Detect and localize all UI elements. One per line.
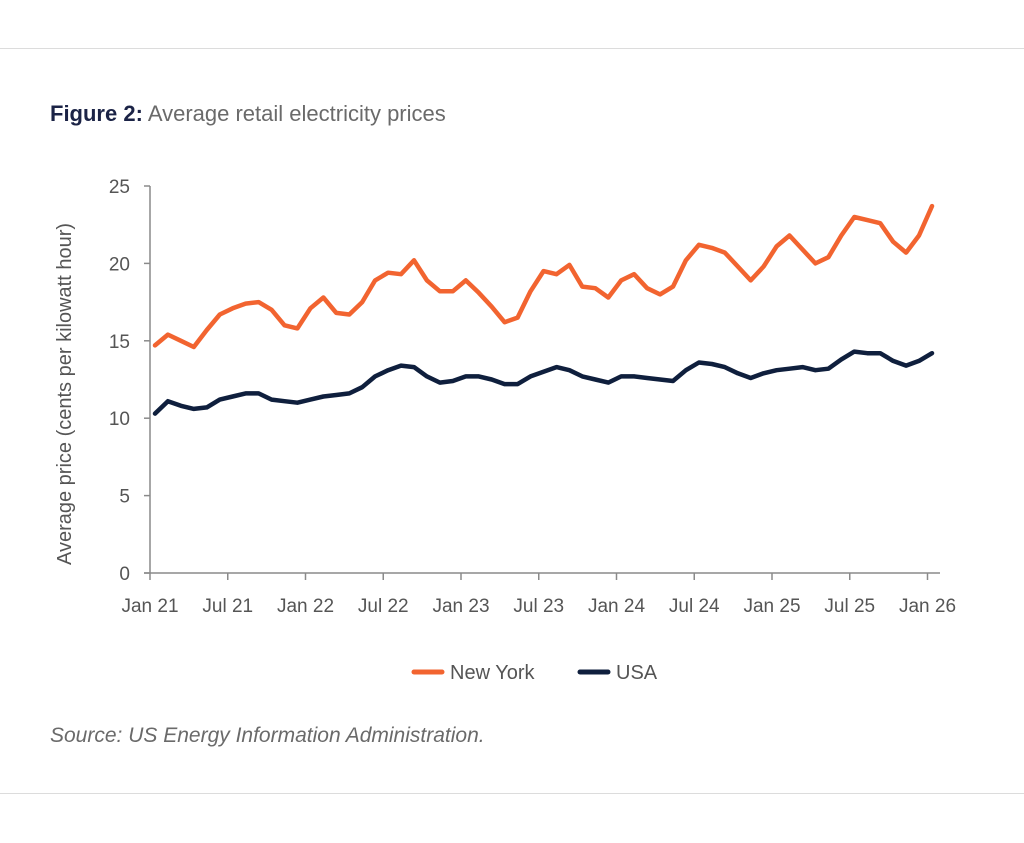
- y-tick-label: 5: [119, 487, 130, 508]
- y-tick-label: 0: [119, 564, 130, 585]
- legend-label: USA: [616, 662, 658, 684]
- figure-title: Figure 2: Average retail electricity pri…: [50, 101, 446, 127]
- figure-label: Figure 2:: [50, 101, 143, 126]
- x-tick-label: Jan 25: [743, 596, 800, 617]
- x-axis: Jan 21 Jul 21 Jan 22 Jul 22 Jan 23 Jul 23 Jan …: [121, 572, 956, 617]
- source-note: Source: US Energy Information Administra…: [50, 724, 485, 747]
- bottom-divider: [0, 793, 1024, 794]
- x-tick-label: Jul 21: [202, 596, 253, 617]
- x-tick-label: Jul 25: [824, 596, 875, 617]
- legend-item: USA: [577, 662, 658, 684]
- y-axis-title: Average price (cents per kilowatt hour): [54, 223, 76, 565]
- x-tick-label: Jan 24: [588, 596, 645, 617]
- y-tick-label: 20: [109, 254, 130, 275]
- legend-item: New York: [411, 662, 535, 684]
- y-tick-label: 25: [109, 177, 130, 198]
- y-axis: 0 5 10 15 20 25: [109, 177, 151, 585]
- x-tick-label: Jan 21: [121, 596, 178, 617]
- figure-title-text: Average retail electricity prices: [147, 101, 446, 126]
- series-usa: [152, 349, 935, 416]
- y-tick-label: 15: [109, 332, 130, 353]
- series-new-york: [152, 203, 935, 350]
- x-tick-label: Jan 23: [432, 596, 489, 617]
- y-tick-label: 10: [109, 409, 130, 430]
- x-tick-label: Jan 26: [899, 596, 956, 617]
- series-line: [152, 349, 935, 416]
- legend-label: New York: [450, 662, 535, 684]
- x-tick-label: Jul 23: [513, 596, 564, 617]
- x-tick-label: Jul 24: [669, 596, 720, 617]
- legend: New York USA: [411, 662, 658, 684]
- x-tick-label: Jan 22: [277, 596, 334, 617]
- x-tick-label: Jul 22: [358, 596, 409, 617]
- top-divider: [0, 48, 1024, 49]
- series-line: [152, 203, 935, 350]
- series-layer: [152, 203, 935, 416]
